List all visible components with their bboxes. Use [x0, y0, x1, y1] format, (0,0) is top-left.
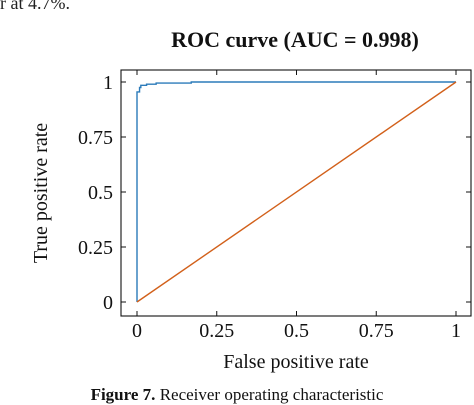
x-tick-label: 0 — [132, 320, 142, 342]
x-tick-label: 0.75 — [359, 320, 394, 342]
x-axis-label: False positive rate — [223, 351, 369, 373]
plot-area — [136, 81, 457, 303]
y-axis-label: True positive rate — [30, 123, 52, 263]
roc-curve-line — [136, 81, 456, 302]
x-tick-label: 1 — [451, 320, 461, 342]
axis-ticks: 0 0.25 0.5 0.75 1 0 0.25 0.5 0.75 1 — [78, 70, 471, 342]
chart-title: ROC curve (AUC = 0.998) — [171, 27, 419, 52]
x-tick-label: 0.5 — [284, 320, 309, 342]
y-tick-label: 0.75 — [78, 127, 113, 149]
chance-diagonal-line — [136, 81, 457, 303]
y-tick-label: 0.5 — [88, 182, 113, 204]
y-tick-label: 0 — [103, 292, 113, 314]
y-tick-label: 1 — [103, 72, 113, 94]
x-tick-label: 0.25 — [199, 320, 234, 342]
figure-label: Figure 7. — [90, 385, 156, 404]
figure-caption: Figure 7. Receiver operating characteris… — [0, 385, 474, 405]
roc-chart: ROC curve (AUC = 0.998) 0 0.25 0.5 0.75 1 0 0.… — [30, 27, 472, 373]
y-tick-label: 0.25 — [78, 237, 113, 259]
preceding-text-fragment: r at 4.7%. — [0, 0, 70, 13]
figure-caption-text: Receiver operating characteristic — [159, 385, 384, 404]
